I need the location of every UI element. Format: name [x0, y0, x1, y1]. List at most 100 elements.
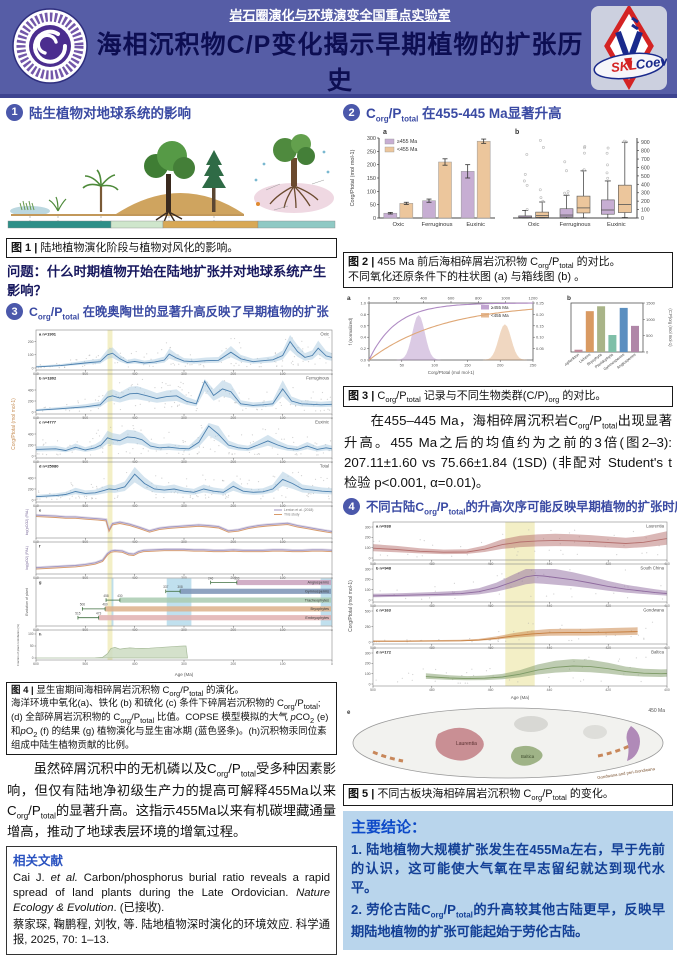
svg-text:200: 200 — [365, 536, 371, 540]
fig3a-cdf-density-chart: 0 50 100 150 200 250 0 200 400 600 800 1000 1200 0.0 0… — [347, 295, 545, 375]
svg-text:0: 0 — [369, 557, 371, 561]
svg-text:Bryophytes: Bryophytes — [311, 607, 330, 611]
svg-text:150: 150 — [464, 362, 471, 367]
svg-text:100: 100 — [367, 189, 376, 195]
svg-text:Euxinic: Euxinic — [315, 419, 330, 424]
svg-text:50: 50 — [400, 362, 405, 367]
svg-text:f (normalized): f (normalized) — [348, 317, 353, 345]
svg-text:1500: 1500 — [646, 300, 656, 305]
svg-text:0: 0 — [369, 599, 371, 603]
svg-text:200: 200 — [365, 578, 371, 582]
section-4-number: 4 — [343, 498, 360, 516]
lab-name: 岩石圈演化与环境演变全国重点实验室 — [229, 8, 451, 23]
svg-text:0.20: 0.20 — [536, 311, 545, 316]
svg-text:0.4: 0.4 — [360, 334, 366, 339]
svg-text:log(pO2) (PAL): log(pO2) (PAL) — [25, 546, 29, 570]
section-3-title: Corg/Ptotal 在晚奥陶世的显著升高反映了早期植物的扩张 — [29, 305, 329, 322]
svg-text:300: 300 — [365, 526, 371, 530]
svg-text:0: 0 — [646, 349, 649, 354]
svg-text:450 Ma: 450 Ma — [648, 708, 665, 714]
svg-text:700: 700 — [641, 157, 650, 163]
svg-text:<455 Ma: <455 Ma — [491, 313, 509, 318]
svg-text:500: 500 — [365, 610, 371, 614]
svg-text:0: 0 — [32, 454, 34, 458]
svg-text:100: 100 — [431, 362, 438, 367]
right-column: 2 Corg/Ptotal 在455-445 Ma显著升高 0 50 100 150 2… — [343, 99, 677, 950]
svg-text:0: 0 — [641, 216, 644, 222]
svg-text:100: 100 — [365, 588, 371, 592]
svg-text:400: 400 — [28, 388, 34, 392]
svg-text:c n=163: c n=163 — [376, 608, 392, 613]
svg-text:Ferruginous: Ferruginous — [422, 222, 453, 228]
svg-text:Euxinic: Euxinic — [607, 222, 626, 228]
svg-text:0: 0 — [369, 641, 371, 645]
svg-text:0.2: 0.2 — [360, 346, 366, 351]
svg-text:400: 400 — [28, 476, 34, 480]
svg-text:0.15: 0.15 — [536, 323, 545, 328]
svg-text:Ferruginous: Ferruginous — [560, 222, 591, 228]
svg-text:0: 0 — [373, 216, 376, 222]
svg-text:Baltica: Baltica — [651, 650, 665, 655]
svg-text:Angiosperms: Angiosperms — [307, 580, 329, 584]
svg-text:d n=172: d n=172 — [376, 650, 392, 655]
svg-text:200: 200 — [230, 662, 236, 666]
svg-text:458: 458 — [103, 593, 109, 597]
svg-text:e: e — [39, 507, 42, 512]
fig3-row: 0 50 100 150 200 250 0 200 400 600 800 1000 1200 0.0 0… — [343, 290, 673, 384]
reference-1: Cai J. et al. Carbon/phosphorus burial r… — [13, 872, 331, 914]
svg-text:0.25: 0.25 — [536, 300, 545, 305]
svg-text:250: 250 — [365, 625, 371, 629]
svg-text:0: 0 — [368, 295, 371, 300]
fig2-caption: 图 2 | 455 Ma 前后海相碎屑岩沉积物 Corg/Ptotal 的对比。… — [343, 251, 673, 288]
svg-text:0.6: 0.6 — [360, 323, 366, 328]
svg-text:300: 300 — [181, 662, 187, 666]
svg-text:250: 250 — [367, 149, 376, 155]
svg-text:≥455 Ma: ≥455 Ma — [491, 305, 509, 310]
fig2b-box-plot: 0 100 200 300 400 500 600 700 800 900 Oxic Ferrugin… — [513, 129, 650, 228]
svg-text:0: 0 — [32, 656, 34, 660]
svg-text:log(pCO2) (PAL): log(pCO2) (PAL) — [25, 508, 29, 535]
poster-title: 海相沉积物C/P变化揭示早期植物的扩张历史 — [96, 31, 584, 95]
svg-text:500: 500 — [82, 662, 88, 666]
research-question: 问题：什么时期植物开始在陆地扩张并对地球系统产生影响？ — [7, 264, 327, 299]
svg-text:c n=4777: c n=4777 — [39, 419, 57, 424]
authors-line1: 蔡家琛, Lidya G. Tarhan, Timothy M. Lenton,… — [135, 105, 545, 119]
svg-text:500: 500 — [370, 688, 376, 692]
svg-text:e: e — [347, 710, 351, 716]
svg-text:506: 506 — [80, 602, 86, 606]
references-box: 相关文献 Cai J. et al. Carbon/phosphorus bur… — [6, 846, 337, 955]
fig3b-taxa-cp-bars: 050010001500PhytoplanktonLichensBryophyt… — [565, 295, 673, 371]
svg-text:100: 100 — [641, 207, 650, 213]
svg-text:300: 300 — [365, 568, 371, 572]
svg-text:200: 200 — [641, 199, 650, 205]
section-2-number: 2 — [343, 104, 360, 122]
svg-text:SKL: SKL — [610, 57, 638, 75]
svg-text:Corg/Ptotal (mol mol-1): Corg/Ptotal (mol mol-1) — [350, 149, 356, 206]
svg-text:400: 400 — [28, 432, 34, 436]
authors-line2: Noah J. Planavsky, 鞠鹏程, 赵文金, 徐志方, 张卉, 赵明… — [183, 128, 497, 142]
svg-text:600: 600 — [33, 662, 39, 666]
left-column: 1 陆生植物对地球系统的影响 图 1 | 陆地植物演化阶段与植物对风化的影响。 … — [6, 99, 337, 955]
svg-text:≥455 Ma: ≥455 Ma — [397, 139, 417, 145]
svg-text:100: 100 — [28, 353, 34, 357]
fig5-paleocontinent-panels: 0 100 200 300 a n=938 Laurentia 500 480 460 440 42… — [348, 521, 670, 700]
svg-text:1000: 1000 — [646, 316, 656, 321]
svg-text:Embryophytes: Embryophytes — [305, 615, 329, 619]
svg-text:200: 200 — [367, 162, 376, 168]
svg-text:0.8: 0.8 — [360, 311, 366, 316]
svg-text:Laurentia: Laurentia — [456, 741, 477, 747]
svg-text:50: 50 — [30, 644, 34, 648]
svg-text:<455 Ma: <455 Ma — [397, 147, 417, 153]
section-4-heading: 4 不同古陆Corg/Ptotal的升高次序可能反映早期植物的扩张时序 — [343, 497, 677, 516]
svg-text:d n=25080: d n=25080 — [39, 463, 59, 468]
section-3-number: 3 — [6, 303, 23, 321]
svg-text:100: 100 — [280, 662, 286, 666]
svg-text:250: 250 — [530, 362, 537, 367]
svg-text:Oxic: Oxic — [320, 331, 329, 336]
svg-text:200: 200 — [28, 487, 34, 491]
svg-text:400: 400 — [420, 295, 427, 300]
svg-text:Age (Ma): Age (Ma) — [511, 695, 530, 700]
svg-text:b n=948: b n=948 — [376, 566, 392, 571]
